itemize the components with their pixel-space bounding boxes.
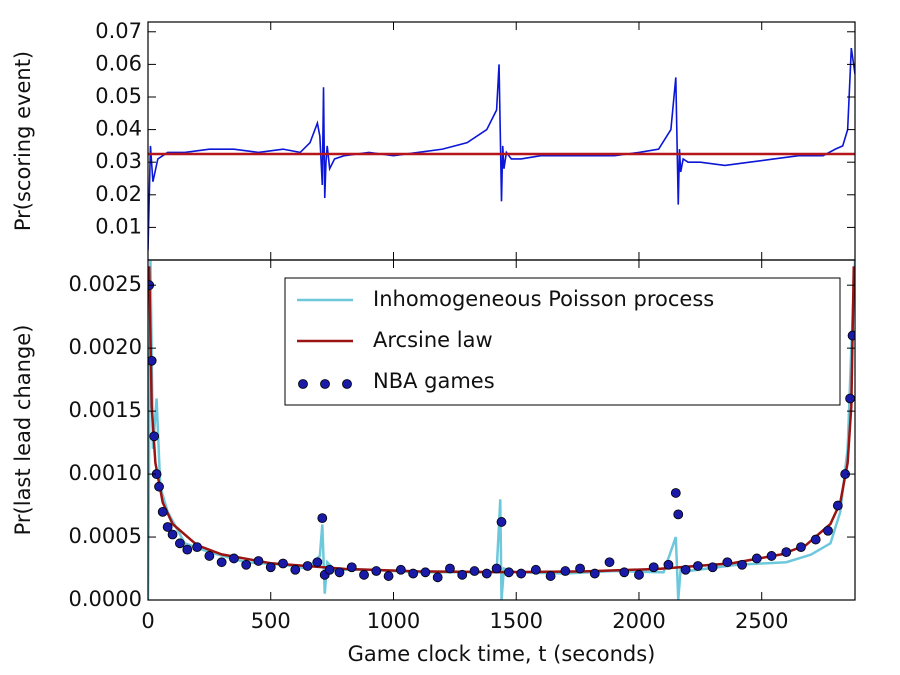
data-point xyxy=(516,568,527,579)
data-point xyxy=(670,488,681,498)
data-point xyxy=(346,562,357,573)
y-tick-label: 0.0025 xyxy=(69,272,142,296)
data-point xyxy=(845,393,855,404)
y-tick-label: 0.07 xyxy=(95,19,142,43)
data-point xyxy=(680,564,691,575)
data-point xyxy=(722,557,733,568)
data-point xyxy=(692,561,703,571)
y-tick-label: 0.02 xyxy=(95,182,142,206)
data-point xyxy=(560,566,571,576)
data-point xyxy=(324,564,335,575)
data-point xyxy=(175,538,185,549)
data-point xyxy=(229,553,239,564)
legend-label: NBA games xyxy=(373,369,495,393)
data-point xyxy=(491,563,502,574)
data-point xyxy=(302,561,313,571)
data-point xyxy=(648,562,659,573)
data-point xyxy=(317,513,328,524)
data-point xyxy=(545,571,556,581)
plot-area xyxy=(148,47,855,251)
data-point xyxy=(148,355,157,366)
data-point xyxy=(290,564,301,575)
y-tick-label: 0.0020 xyxy=(69,335,142,359)
data-point xyxy=(278,558,288,569)
plot-area xyxy=(148,260,855,600)
data-point xyxy=(832,500,843,511)
data-point xyxy=(162,522,173,532)
data-point xyxy=(312,557,323,568)
legend-marker xyxy=(320,379,330,389)
line-series xyxy=(148,47,855,251)
data-point xyxy=(575,563,585,574)
data-point xyxy=(192,542,202,553)
data-point xyxy=(707,562,718,573)
data-point xyxy=(157,506,168,517)
data-point xyxy=(751,553,762,564)
data-point xyxy=(530,564,541,575)
data-point xyxy=(796,542,806,553)
data-point xyxy=(432,572,443,583)
legend-marker xyxy=(298,379,308,389)
data-point xyxy=(395,564,406,575)
data-point xyxy=(253,556,264,566)
data-point xyxy=(420,567,431,578)
y-tick-label: 0.0000 xyxy=(69,587,142,611)
axes-frame xyxy=(147,21,856,261)
y-axis-label: Pr(last lead change) xyxy=(11,325,35,536)
data-point xyxy=(182,544,193,555)
axes-frame xyxy=(147,259,856,601)
legend-box xyxy=(284,277,841,406)
x-tick-label: 1000 xyxy=(367,609,420,633)
data-point xyxy=(265,562,276,573)
data-point xyxy=(408,568,419,579)
data-point xyxy=(469,566,480,576)
legend-label: Inhomogeneous Poisson process xyxy=(373,287,714,311)
data-point xyxy=(457,569,468,580)
data-point xyxy=(383,571,394,581)
x-tick-label: 1500 xyxy=(490,609,543,633)
data-point xyxy=(359,569,369,580)
data-point xyxy=(154,481,164,492)
data-point xyxy=(481,568,492,579)
data-point xyxy=(204,551,215,561)
x-axis-label: Game clock time, t (seconds) xyxy=(348,642,656,666)
data-point xyxy=(766,551,777,561)
data-point xyxy=(823,525,833,536)
y-tick-label: 0.05 xyxy=(95,84,142,108)
data-point xyxy=(673,509,684,520)
legend-marker xyxy=(342,379,352,389)
x-tick-label: 500 xyxy=(251,609,291,633)
legend-label: Arcsine law xyxy=(373,328,493,352)
data-point xyxy=(216,557,227,568)
y-tick-label: 0.0005 xyxy=(69,524,142,548)
data-point xyxy=(496,517,507,527)
y-axis-label: Pr(scoring event) xyxy=(11,51,35,231)
x-tick-label: 2000 xyxy=(612,609,665,633)
data-point xyxy=(634,569,644,580)
data-point xyxy=(371,566,382,576)
data-point xyxy=(334,567,345,578)
x-tick-label: 0 xyxy=(141,609,154,633)
data-point xyxy=(663,559,674,570)
data-point xyxy=(149,431,160,442)
data-point xyxy=(503,567,514,578)
data-point xyxy=(619,567,630,578)
y-tick-label: 0.03 xyxy=(95,149,142,173)
data-point xyxy=(737,559,747,570)
x-tick-label: 2500 xyxy=(735,609,788,633)
data-point xyxy=(167,529,178,540)
data-point xyxy=(445,563,455,574)
data-point xyxy=(781,547,792,558)
data-point xyxy=(847,330,855,341)
data-point xyxy=(589,568,600,579)
y-tick-label: 0.06 xyxy=(95,51,142,75)
data-point xyxy=(241,559,252,570)
data-point xyxy=(604,557,615,568)
y-tick-label: 0.0010 xyxy=(69,461,142,485)
y-tick-label: 0.0015 xyxy=(69,398,142,422)
y-tick-label: 0.01 xyxy=(95,214,142,238)
data-point xyxy=(810,534,821,545)
y-tick-label: 0.04 xyxy=(95,117,142,141)
